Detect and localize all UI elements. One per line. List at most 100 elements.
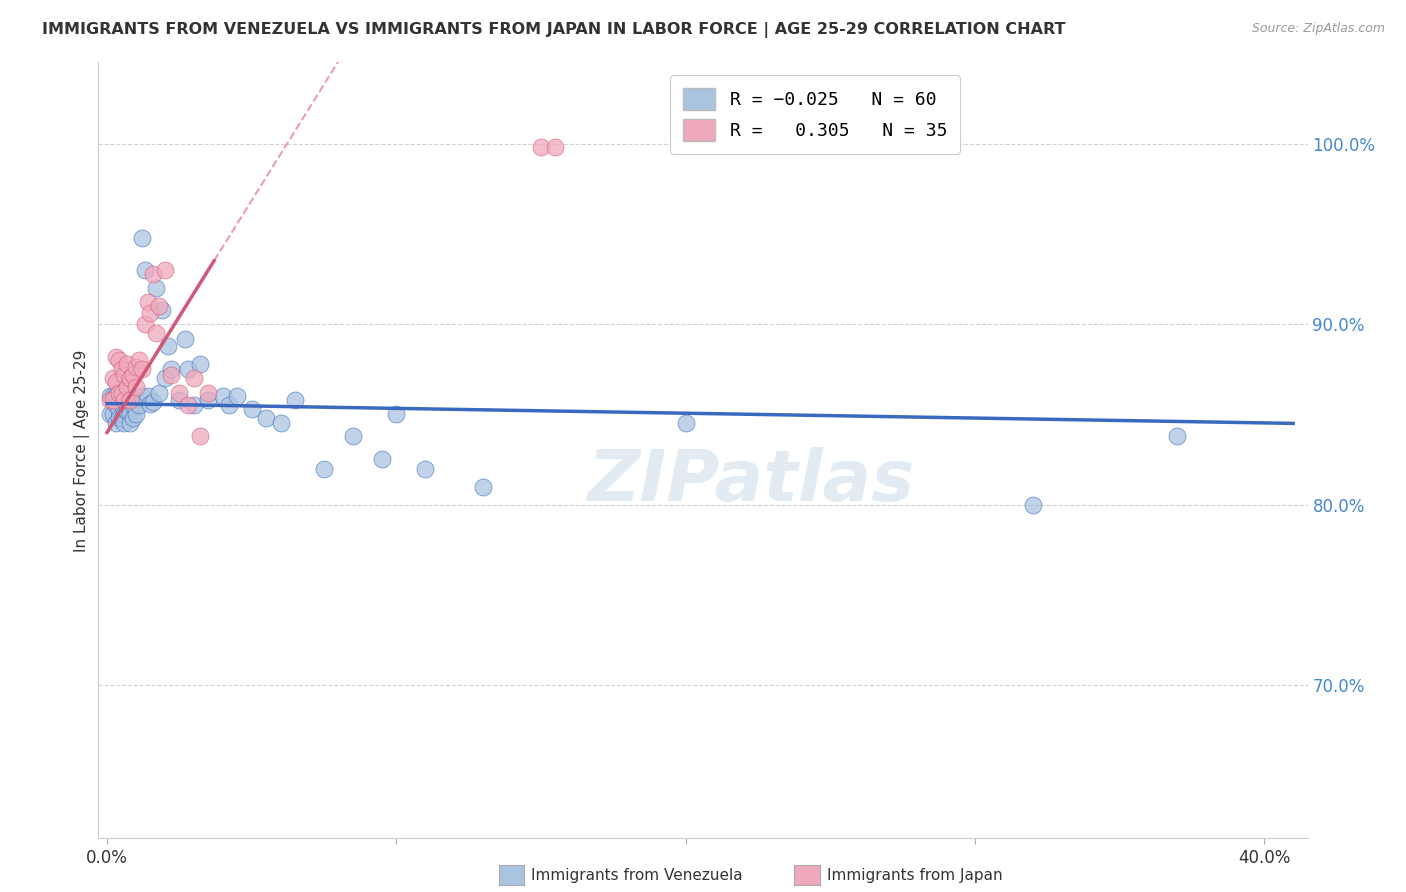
Point (125, 408, 148, 422)
Point (98, 392, 121, 407)
Point (128, 353, 150, 368)
Point (98, 408, 121, 422)
Point (174, 332, 197, 346)
Point (107, 385, 129, 400)
Point (104, 389, 127, 403)
Point (413, 461, 436, 475)
Point (169, 385, 191, 400)
Point (104, 375, 127, 389)
Point (177, 362, 200, 376)
Point (134, 317, 156, 331)
Text: Immigrants from Japan: Immigrants from Japan (827, 869, 1002, 883)
Point (117, 403, 139, 417)
Point (104, 350, 127, 364)
Point (122, 411, 145, 425)
Point (101, 371, 124, 385)
Point (145, 281, 167, 295)
Point (150, 302, 173, 317)
Point (156, 339, 179, 353)
Point (530, 140, 553, 154)
Point (114, 417, 136, 431)
Point (110, 411, 132, 425)
Point (136, 295, 159, 310)
Point (284, 392, 307, 407)
Point (312, 461, 335, 475)
Legend: R = −0.025   N = 60, R =   0.305   N = 35: R = −0.025 N = 60, R = 0.305 N = 35 (671, 75, 960, 153)
Point (101, 389, 124, 403)
Point (125, 380, 148, 394)
Point (114, 392, 136, 407)
Point (110, 362, 132, 376)
Text: Source: ZipAtlas.com: Source: ZipAtlas.com (1251, 22, 1385, 36)
Point (134, 263, 156, 277)
Point (122, 398, 145, 412)
Point (145, 326, 167, 340)
Point (136, 389, 159, 403)
Point (240, 401, 263, 416)
Point (385, 408, 408, 422)
Point (148, 385, 170, 400)
Point (148, 299, 170, 313)
Point (120, 417, 142, 431)
Point (142, 394, 165, 409)
Point (120, 408, 142, 422)
Point (120, 371, 142, 385)
Point (1166, 429, 1188, 443)
Point (128, 398, 150, 412)
Point (342, 429, 364, 443)
Point (131, 362, 153, 376)
Point (254, 411, 277, 425)
Point (197, 392, 219, 407)
Point (188, 429, 211, 443)
Point (107, 411, 129, 425)
Point (107, 392, 129, 407)
Point (169, 392, 191, 407)
Point (142, 267, 165, 281)
Point (159, 368, 181, 382)
Point (101, 408, 124, 422)
Point (117, 357, 139, 371)
Point (177, 398, 200, 412)
Point (107, 403, 129, 417)
Point (183, 398, 205, 412)
Point (153, 371, 176, 385)
Point (120, 392, 142, 407)
Point (544, 140, 567, 154)
Point (270, 417, 292, 431)
Point (139, 396, 162, 410)
Point (125, 392, 148, 407)
Point (110, 385, 132, 400)
Point (101, 392, 124, 407)
Point (107, 353, 129, 368)
Point (104, 417, 127, 431)
Point (110, 398, 132, 412)
Point (1022, 498, 1045, 512)
Point (188, 357, 211, 371)
Point (153, 263, 176, 277)
Point (120, 392, 142, 407)
Point (218, 398, 240, 412)
Point (197, 385, 219, 400)
Point (131, 389, 153, 403)
Point (159, 362, 181, 376)
Point (122, 368, 145, 382)
Point (117, 380, 139, 394)
Point (114, 368, 136, 382)
Text: ZIPatlas: ZIPatlas (588, 447, 915, 516)
Text: IMMIGRANTS FROM VENEZUELA VS IMMIGRANTS FROM JAPAN IN LABOR FORCE | AGE 25-29 CO: IMMIGRANTS FROM VENEZUELA VS IMMIGRANTS … (42, 22, 1066, 38)
Point (114, 392, 136, 407)
Point (226, 389, 249, 403)
Point (675, 417, 697, 431)
Point (104, 398, 127, 412)
Point (472, 479, 495, 493)
Point (110, 389, 132, 403)
Point (117, 389, 139, 403)
Point (125, 360, 148, 375)
Point (211, 389, 233, 403)
Point (183, 371, 205, 385)
Point (98, 389, 121, 403)
Y-axis label: In Labor Force | Age 25-29: In Labor Force | Age 25-29 (75, 350, 90, 551)
Point (131, 230, 153, 244)
Point (371, 452, 394, 467)
Text: Immigrants from Venezuela: Immigrants from Venezuela (531, 869, 744, 883)
